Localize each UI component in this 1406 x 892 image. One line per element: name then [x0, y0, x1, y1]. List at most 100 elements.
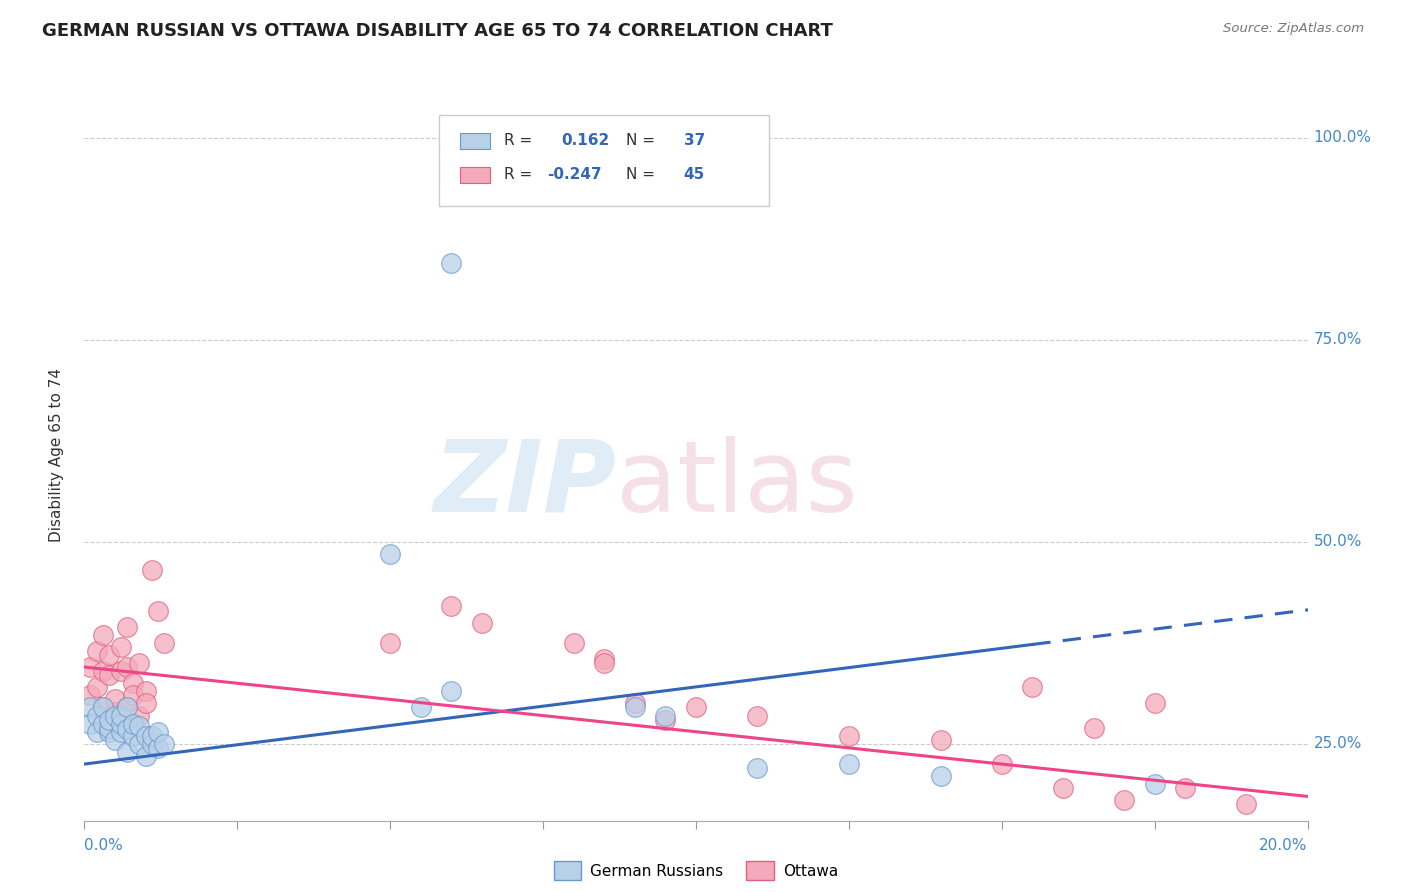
Point: [146, 740, 169, 755]
Point: [593, 656, 616, 670]
Point: [1174, 781, 1197, 796]
Point: [79, 700, 101, 714]
Point: [440, 684, 463, 698]
Text: ZIP: ZIP: [433, 435, 616, 533]
Point: [146, 724, 169, 739]
Point: [97, 721, 120, 735]
Point: [79, 689, 101, 703]
Text: 100.0%: 100.0%: [1313, 130, 1372, 145]
Point: [1083, 721, 1105, 735]
Point: [380, 636, 402, 650]
Point: [110, 664, 132, 678]
Point: [440, 599, 463, 614]
Point: [97, 648, 120, 662]
Point: [146, 603, 169, 617]
Point: [115, 745, 138, 759]
Point: [128, 737, 150, 751]
Point: [79, 716, 101, 731]
Point: [86, 708, 108, 723]
Text: N =: N =: [626, 133, 655, 148]
Point: [122, 729, 145, 743]
Point: [153, 737, 176, 751]
Point: [141, 563, 163, 577]
Point: [115, 620, 138, 634]
Text: 0.0%: 0.0%: [84, 838, 124, 854]
Point: [624, 697, 647, 711]
Point: [91, 628, 114, 642]
Text: R =: R =: [503, 133, 533, 148]
Point: [838, 729, 860, 743]
Point: [1234, 797, 1257, 812]
Text: 37: 37: [683, 133, 704, 148]
Point: [929, 769, 952, 783]
Point: [1052, 781, 1074, 796]
Point: [380, 547, 402, 561]
Point: [86, 680, 108, 694]
Point: [409, 700, 432, 714]
Point: [91, 664, 114, 678]
Text: 25.0%: 25.0%: [1313, 737, 1362, 751]
Point: [1143, 697, 1166, 711]
Point: [115, 723, 138, 737]
Point: [86, 724, 108, 739]
Point: [440, 256, 463, 270]
Point: [593, 652, 616, 666]
Text: -0.247: -0.247: [547, 168, 602, 182]
Point: [115, 660, 138, 674]
Text: Source: ZipAtlas.com: Source: ZipAtlas.com: [1223, 22, 1364, 36]
Text: 75.0%: 75.0%: [1313, 332, 1362, 347]
Point: [97, 724, 120, 739]
Point: [1021, 680, 1043, 694]
Point: [104, 708, 127, 723]
Point: [115, 700, 138, 714]
Text: 45: 45: [683, 168, 704, 182]
Point: [838, 757, 860, 772]
Point: [141, 729, 163, 743]
Legend: German Russians, Ottawa: German Russians, Ottawa: [547, 855, 845, 886]
Point: [115, 700, 138, 714]
Point: [91, 716, 114, 731]
Point: [562, 636, 585, 650]
Point: [153, 636, 176, 650]
Point: [104, 692, 127, 706]
FancyBboxPatch shape: [439, 115, 769, 206]
Point: [624, 700, 647, 714]
Point: [122, 716, 145, 731]
Bar: [460, 133, 491, 149]
Point: [104, 732, 127, 747]
Point: [747, 761, 769, 775]
Point: [110, 640, 132, 654]
Text: 50.0%: 50.0%: [1313, 534, 1362, 549]
Point: [104, 705, 127, 719]
Point: [135, 729, 157, 743]
Y-axis label: Disability Age 65 to 74: Disability Age 65 to 74: [49, 368, 63, 542]
Text: atlas: atlas: [616, 435, 858, 533]
Point: [91, 700, 114, 714]
Text: N =: N =: [626, 168, 655, 182]
Point: [1143, 777, 1166, 791]
Point: [86, 644, 108, 658]
Point: [1114, 793, 1136, 807]
Point: [685, 700, 707, 714]
Point: [91, 700, 114, 714]
Text: R =: R =: [503, 168, 533, 182]
Point: [122, 676, 145, 690]
Point: [929, 732, 952, 747]
Point: [135, 684, 157, 698]
Point: [471, 615, 494, 630]
Point: [128, 656, 150, 670]
Point: [110, 724, 132, 739]
Point: [991, 757, 1014, 772]
Point: [135, 749, 157, 764]
Point: [654, 713, 676, 727]
Point: [97, 713, 120, 727]
Text: GERMAN RUSSIAN VS OTTAWA DISABILITY AGE 65 TO 74 CORRELATION CHART: GERMAN RUSSIAN VS OTTAWA DISABILITY AGE …: [42, 22, 832, 40]
Point: [79, 660, 101, 674]
Point: [747, 708, 769, 723]
Point: [110, 708, 132, 723]
Point: [141, 737, 163, 751]
Point: [110, 716, 132, 731]
Point: [654, 708, 676, 723]
Point: [97, 668, 120, 682]
Bar: [460, 167, 491, 183]
